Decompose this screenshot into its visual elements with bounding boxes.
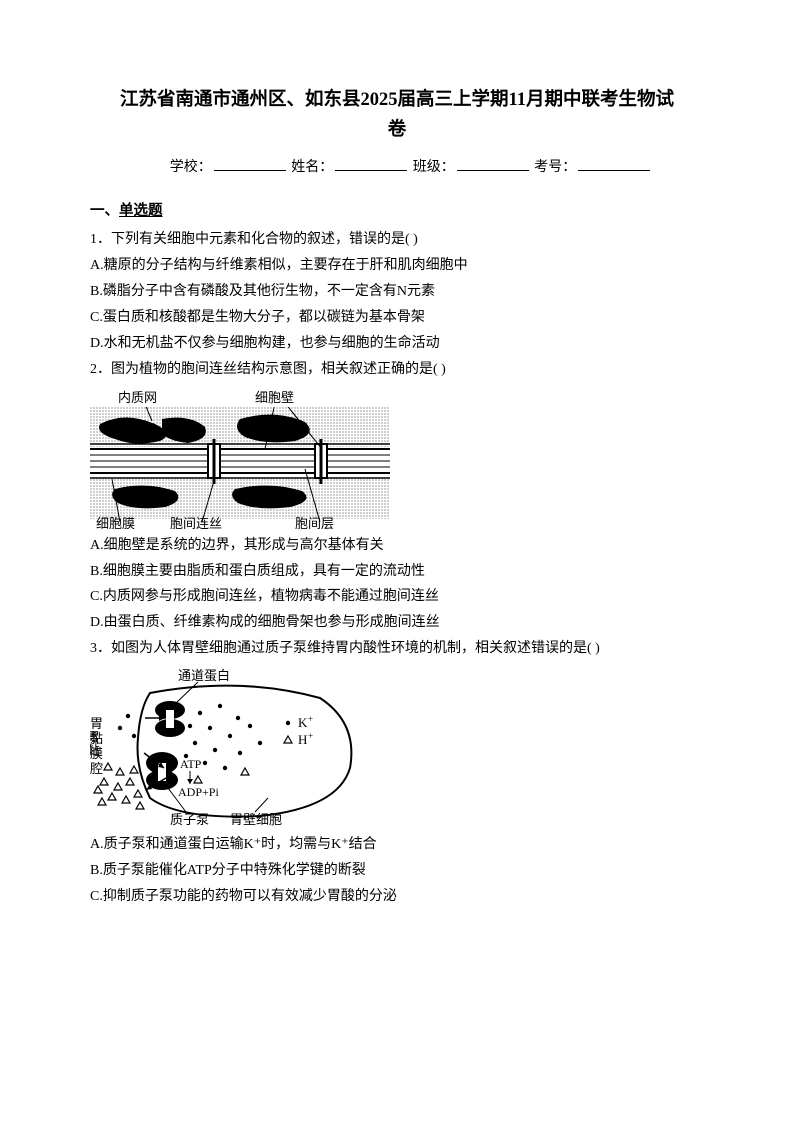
school-blank[interactable] <box>214 155 286 171</box>
svg-text:膜: 膜 <box>90 746 103 761</box>
exam-title: 江苏省南通市通州区、如东县2025届高三上学期11月期中联考生物试 卷 <box>90 86 704 145</box>
svg-text:H: H <box>298 732 307 747</box>
q3-opt-c: C.抑制质子泵功能的药物可以有效减少胃酸的分泌 <box>90 884 704 910</box>
q3-label-atp: ATP <box>180 757 202 771</box>
q1-opt-b: B.磷脂分子中含有磷酸及其他衍生物，不一定含有N元素 <box>90 279 704 305</box>
student-info-line: 学校： 姓名： 班级： 考号： <box>90 155 704 182</box>
q2-opt-d: D.由蛋白质、纤维素构成的细胞骨架也参与形成胞间连丝 <box>90 610 704 636</box>
svg-text:细胞壁: 细胞壁 <box>255 390 294 405</box>
q3-diagram: ATP ADP+Pi K+ H+ 通道蛋白 胃黏 胃 黏 膜 腔 质子泵 胃壁细… <box>90 668 704 828</box>
svg-text:+: + <box>308 714 313 724</box>
svg-text:内质网: 内质网 <box>118 390 157 405</box>
name-blank[interactable] <box>335 155 407 171</box>
section-prefix: 一、 <box>90 203 119 219</box>
q1-opt-a: A.糖原的分子结构与纤维素相似，主要存在于肝和肌肉细胞中 <box>90 253 704 279</box>
title-line-2: 卷 <box>388 120 407 140</box>
svg-text:+: + <box>308 731 313 741</box>
q3-label-channel: 通道蛋白 <box>178 668 230 683</box>
q2-opt-a: A.细胞壁是系统的边界，其形成与高尔基体有关 <box>90 533 704 559</box>
q3-label-adp: ADP+Pi <box>178 785 219 799</box>
school-label: 学校： <box>170 160 212 175</box>
q2-stem: 2．图为植物的胞间连丝结构示意图，相关叙述正确的是( ) <box>90 357 704 383</box>
q1-opt-d: D.水和无机盐不仅参与细胞构建，也参与细胞的生命活动 <box>90 331 704 357</box>
section-1-heading: 一、单选题 <box>90 198 704 226</box>
svg-text:K: K <box>298 715 308 730</box>
q1-stem: 1．下列有关细胞中元素和化合物的叙述，错误的是( ) <box>90 227 704 253</box>
id-blank[interactable] <box>578 155 650 171</box>
title-line-1: 江苏省南通市通州区、如东县2025届高三上学期11月期中联考生物试 <box>120 90 674 110</box>
q2-opt-c: C.内质网参与形成胞间连丝，植物病毒不能通过胞间连丝 <box>90 584 704 610</box>
svg-text:腔: 腔 <box>90 761 103 776</box>
q3-label-pump: 质子泵 <box>170 812 209 827</box>
q1-opt-c: C.蛋白质和核酸都是生物大分子，都以碳链为基本骨架 <box>90 305 704 331</box>
name-label: 姓名： <box>291 160 333 175</box>
q3-opt-a: A.质子泵和通道蛋白运输K⁺时，均需与K⁺结合 <box>90 832 704 858</box>
svg-text:黏: 黏 <box>90 731 103 746</box>
q3-label-cell: 胃壁细胞 <box>230 812 282 827</box>
q3-opt-b: B.质子泵能催化ATP分子中特殊化学键的断裂 <box>90 858 704 884</box>
class-label: 班级： <box>413 160 455 175</box>
class-blank[interactable] <box>457 155 529 171</box>
section-name: 单选题 <box>119 203 163 219</box>
q2-diagram: 内质网 细胞壁 细胞膜 胞间连丝 胞间层 内质网 细胞壁 <box>90 389 704 529</box>
id-label: 考号： <box>534 160 576 175</box>
q2-opt-b: B.细胞膜主要由脂质和蛋白质组成，具有一定的流动性 <box>90 559 704 585</box>
q3-stem: 3．如图为人体胃壁细胞通过质子泵维持胃内酸性环境的机制，相关叙述错误的是( ) <box>90 636 704 662</box>
svg-text:胃: 胃 <box>90 716 103 731</box>
